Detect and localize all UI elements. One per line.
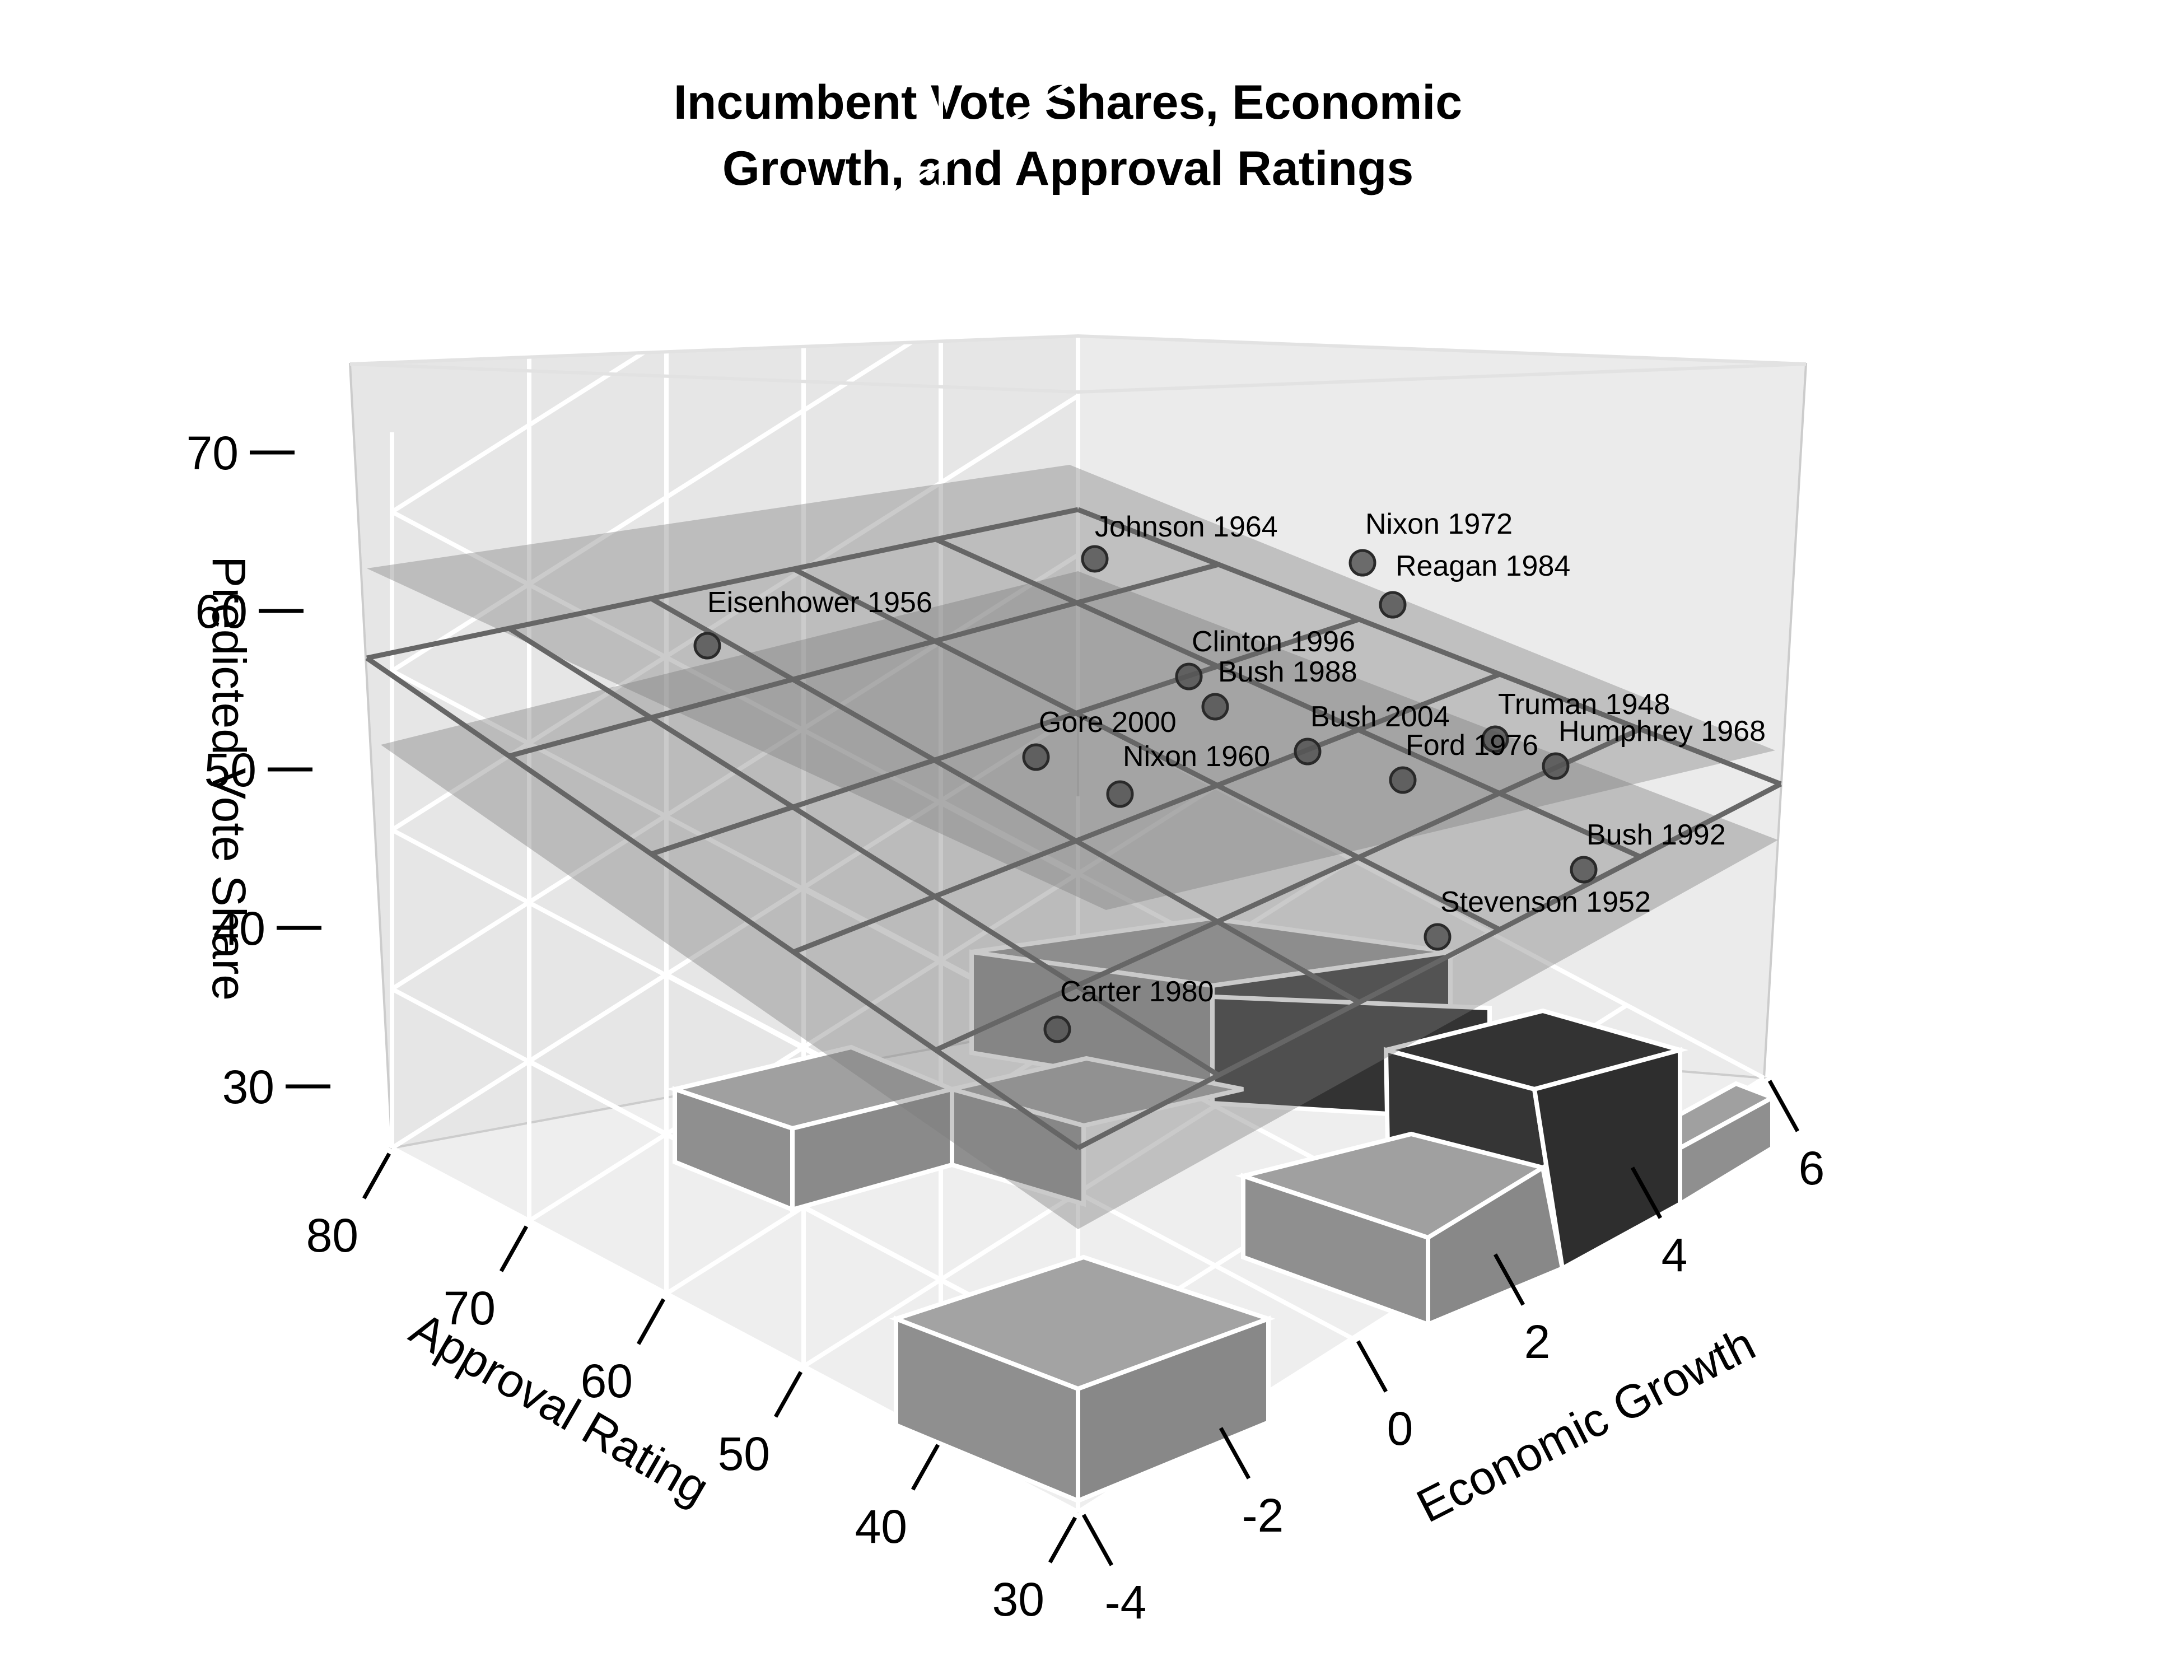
data-point	[1175, 662, 1203, 690]
approval-tick-label: 50	[718, 1427, 770, 1480]
data-point	[1389, 766, 1417, 794]
growth-tick-label: 6	[1799, 1142, 1825, 1194]
data-point	[1201, 693, 1229, 721]
gridline	[390, 235, 1080, 673]
approval-tick-mark	[911, 1444, 940, 1491]
growth-axis-label: Economic Growth	[1408, 1317, 1763, 1533]
data-point-label: Stevenson 1952	[1440, 886, 1651, 918]
growth-tick-mark	[1493, 1253, 1525, 1306]
data-points	[693, 545, 1598, 1043]
growth-tick-label: -2	[1242, 1489, 1284, 1542]
data-point	[1043, 1015, 1071, 1043]
data-point-label: Truman 1948	[1498, 688, 1670, 721]
growth-tick-mark	[1219, 1427, 1251, 1480]
plane-gridline	[507, 626, 1220, 1077]
data-point	[1542, 752, 1570, 780]
data-point-label: Bush 2004	[1310, 701, 1450, 733]
data-point-label: Eisenhower 1956	[707, 586, 932, 619]
plane-gridline	[1076, 782, 1782, 1150]
growth-tick-label: 4	[1662, 1229, 1688, 1281]
data-point	[1106, 780, 1134, 808]
data-point-label: Reagan 1984	[1396, 550, 1570, 582]
approval-tick-label: 30	[992, 1573, 1044, 1626]
data-point-label: Johnson 1964	[1095, 511, 1278, 543]
data-point	[1379, 591, 1407, 619]
z-axis: 30 40 50 60 70 Predicted Vote Share	[186, 427, 330, 1113]
z-tick-label: 40	[213, 902, 265, 955]
hist-block	[950, 1086, 1086, 1207]
data-point	[1294, 738, 1322, 766]
approval-axis-label: Approval Rating	[402, 1302, 718, 1515]
data-point	[693, 632, 721, 660]
approval-tick-label: 80	[306, 1209, 358, 1262]
data-point-label: Bush 1992	[1586, 819, 1726, 851]
data-point-labels: Eisenhower 1956 Johnson 1964 Nixon 1972 Rea…	[707, 508, 1766, 1008]
z-tick-label: 70	[186, 427, 239, 479]
regression-plane-grid	[365, 507, 1782, 1150]
data-point	[1081, 545, 1109, 573]
plane-gridline	[508, 562, 1220, 759]
plane-gridline	[935, 726, 1641, 1053]
plane-gridline	[650, 617, 1360, 857]
z-tick-label: 60	[195, 585, 248, 638]
growth-tick-mark	[1767, 1080, 1800, 1132]
gridline	[390, 712, 1080, 1150]
approval-tick-mark	[362, 1152, 391, 1200]
data-point-label: Nixon 1972	[1365, 508, 1513, 540]
growth-tick-label: 0	[1387, 1402, 1413, 1455]
hist-block	[1678, 1094, 1775, 1208]
plane-gridline	[1077, 507, 1782, 787]
z-axis-label: Predicted Vote Share	[203, 556, 255, 1001]
plane-gridline	[365, 656, 1080, 1150]
data-point-label: Carter 1980	[1060, 976, 1214, 1008]
confidence-surface-upper	[367, 465, 1775, 910]
hist-block	[1426, 1164, 1565, 1328]
approval-tick-mark	[636, 1298, 666, 1345]
growth-tick-mark	[1630, 1166, 1663, 1219]
approval-tick-label: 70	[444, 1282, 496, 1334]
data-point-label: Clinton 1996	[1192, 626, 1355, 658]
hist-block	[1076, 1315, 1271, 1504]
plane-gridline	[650, 596, 1361, 1005]
plane-gridline	[935, 536, 1641, 860]
approval-tick-mark	[1048, 1516, 1077, 1564]
growth-tick-mark	[1356, 1340, 1388, 1393]
data-point	[1570, 856, 1598, 884]
data-point-label: Ford 1976	[1406, 729, 1538, 762]
approval-tick-mark	[499, 1225, 529, 1272]
data-point-label: Bush 1988	[1218, 656, 1357, 688]
data-point	[1481, 725, 1509, 753]
data-point	[1424, 923, 1452, 951]
plane-gridline	[366, 507, 1079, 661]
z-tick-label: 30	[222, 1061, 274, 1113]
ceiling-edge	[349, 334, 1807, 394]
approval-tick-label: 60	[581, 1355, 633, 1407]
plane-gridline	[792, 566, 1501, 932]
data-point-label: Humphrey 1968	[1558, 715, 1766, 748]
data-point-label: Nixon 1960	[1123, 740, 1270, 773]
z-tick-label: 50	[204, 744, 256, 796]
growth-tick-label: -4	[1105, 1576, 1147, 1628]
growth-tick-label: 2	[1524, 1315, 1551, 1368]
floor-histogram	[666, 916, 1778, 1504]
data-point-label: Gore 2000	[1039, 706, 1177, 739]
gridline	[390, 394, 1080, 832]
data-point	[1348, 549, 1376, 577]
approval-tick-mark	[773, 1371, 803, 1418]
growth-tick-mark	[1081, 1514, 1114, 1566]
data-point	[1022, 743, 1050, 771]
plane-gridline	[792, 671, 1501, 955]
approval-tick-label: 40	[855, 1500, 907, 1553]
chart-title-line-2: Growth, and Approval Ratings	[722, 142, 1413, 195]
gridline	[390, 76, 1080, 514]
confidence-surface-lower	[381, 571, 1778, 1229]
